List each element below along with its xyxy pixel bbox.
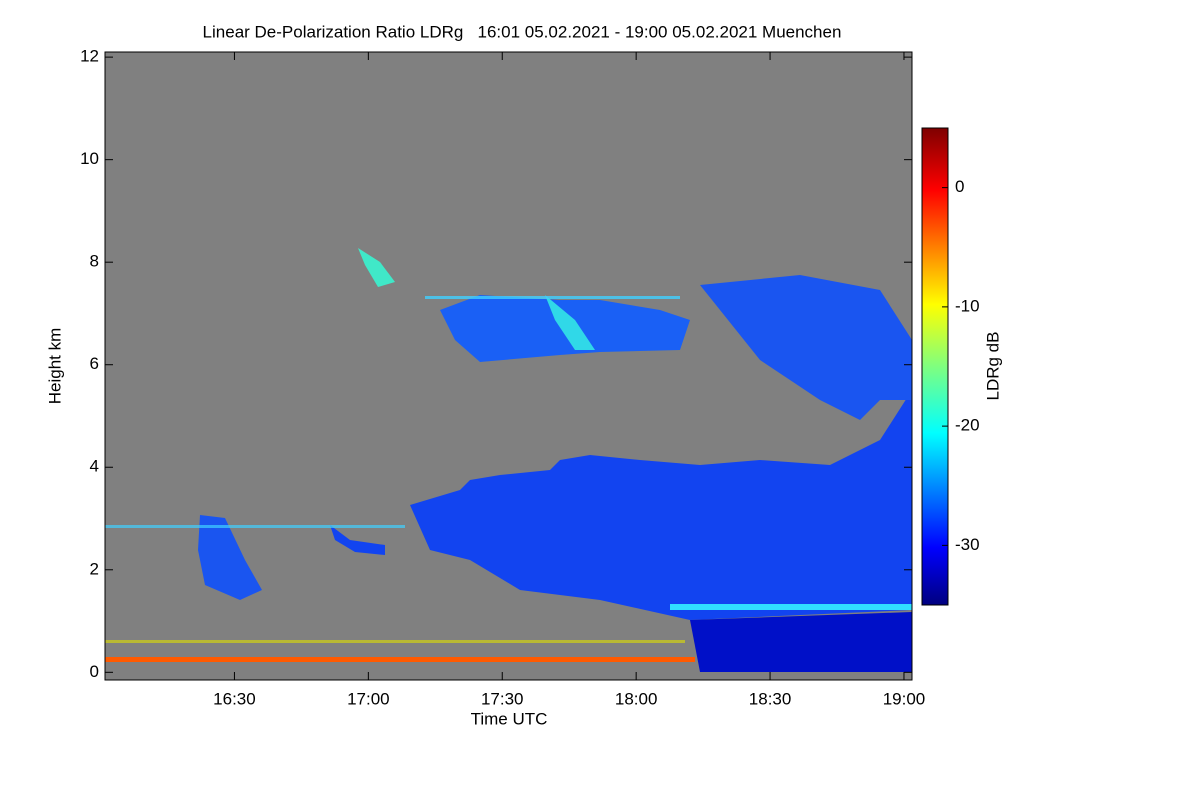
field-region [105, 525, 405, 528]
chart-title: Linear De-Polarization Ratio LDRg 16:01 … [203, 22, 842, 41]
x-tick-label: 17:30 [481, 689, 524, 708]
field-region [700, 275, 912, 420]
colorbar-label: LDRg dB [983, 332, 1002, 401]
y-tick-label: 12 [80, 47, 99, 66]
y-axis-label: Height km [45, 328, 64, 405]
field-region [425, 296, 680, 299]
field-region [410, 390, 912, 620]
field-region [358, 248, 395, 287]
colorbar-tick-label: 0 [955, 177, 964, 196]
field-region [690, 612, 912, 672]
colorbar-tick-label: -10 [955, 296, 980, 315]
colorbar [921, 127, 949, 606]
y-tick-label: 6 [90, 354, 99, 373]
field-region [545, 295, 595, 350]
field-region [105, 640, 685, 643]
colorbar-tick-label: -20 [955, 416, 980, 435]
x-tick-label: 17:00 [347, 689, 390, 708]
x-axis-label: Time UTC [471, 709, 548, 728]
x-tick-label: 18:30 [749, 689, 792, 708]
y-tick-label: 0 [90, 662, 99, 681]
field-region [330, 525, 385, 555]
field-region [198, 515, 262, 600]
x-tick-label: 19:00 [883, 689, 926, 708]
x-tick-label: 18:00 [615, 689, 658, 708]
y-tick-label: 2 [90, 559, 99, 578]
y-tick-label: 10 [80, 149, 99, 168]
field-region [670, 604, 912, 610]
ldr-field [105, 248, 912, 672]
colorbar-tick-label: -30 [955, 535, 980, 554]
y-tick-label: 8 [90, 252, 99, 271]
field-region [105, 657, 695, 662]
plot-frame [104, 51, 913, 681]
x-tick-label: 16:30 [213, 689, 256, 708]
y-tick-label: 4 [90, 457, 99, 476]
